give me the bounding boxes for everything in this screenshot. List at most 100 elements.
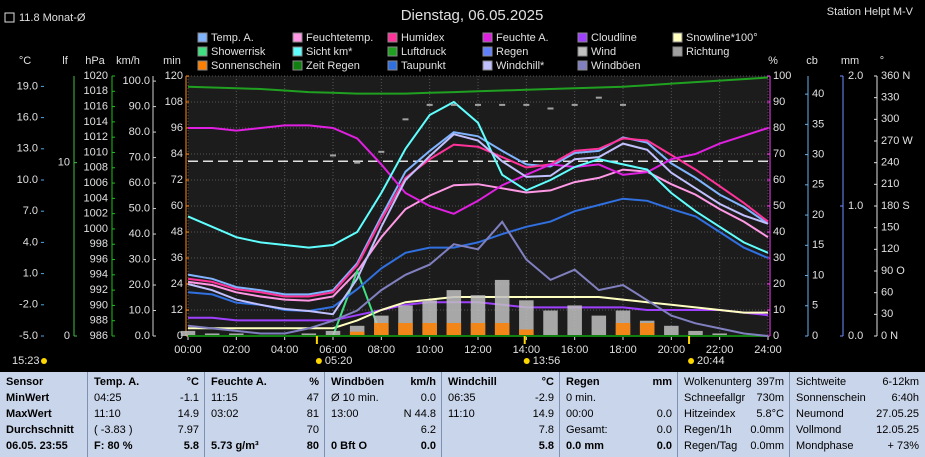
table-label: MaxWert bbox=[6, 408, 52, 420]
series-bar bbox=[301, 333, 317, 336]
chart: 11.8 Monat-Ø Dienstag, 06.05.2025 Statio… bbox=[4, 6, 914, 367]
legend-label: Humidex bbox=[401, 32, 445, 44]
y-tick-label: 0 bbox=[812, 330, 818, 342]
table-value: -1.1 bbox=[180, 392, 199, 404]
y-tick-label: 24 bbox=[171, 278, 183, 290]
series-dot bbox=[620, 103, 626, 106]
table-label: Neumond bbox=[796, 408, 844, 420]
series-bar bbox=[374, 323, 389, 336]
y-tick-label: 13.0 bbox=[17, 143, 38, 155]
series-bar bbox=[639, 323, 655, 336]
axis-unit: ° bbox=[880, 55, 884, 67]
table-value: 0.0 bbox=[656, 408, 672, 420]
x-tick-label: 18:00 bbox=[609, 344, 637, 356]
y-tick-label: 30 bbox=[812, 149, 824, 161]
y-tick-label: 1000 bbox=[84, 223, 108, 235]
table-value: 0.0 bbox=[420, 440, 436, 452]
table-value: 6.2 bbox=[420, 424, 436, 436]
y-tick-label: 90 bbox=[773, 96, 785, 108]
y-tick-label: 20 bbox=[812, 209, 824, 221]
table-label: Regen/1h bbox=[684, 424, 732, 436]
y-tick-label: 90 O bbox=[881, 265, 905, 277]
y-tick-label: -2.0 bbox=[19, 299, 38, 311]
y-tick-label: 1018 bbox=[84, 85, 108, 97]
series-bar bbox=[422, 323, 437, 336]
legend-label: Feuchte A. bbox=[496, 32, 549, 44]
axis-unit: °C bbox=[19, 55, 31, 67]
x-tick-label: 14:00 bbox=[513, 344, 541, 356]
legend-label: Windböen bbox=[591, 60, 641, 72]
y-tick-label: 19.0 bbox=[17, 80, 38, 92]
y-tick-label: 330 bbox=[881, 92, 899, 104]
table-value: 730m bbox=[756, 392, 784, 404]
table-value: 7.97 bbox=[177, 424, 199, 436]
series-dot bbox=[523, 103, 530, 106]
legend-label: Feuchtetemp. bbox=[306, 32, 373, 44]
y-tick-label: 992 bbox=[90, 284, 108, 296]
checkbox[interactable] bbox=[4, 12, 15, 23]
table-label: 11:10 bbox=[94, 408, 121, 420]
y-tick-label: 50 bbox=[773, 200, 785, 212]
series-dot bbox=[571, 103, 578, 106]
axis-unit: mm bbox=[841, 55, 859, 67]
series-bar bbox=[664, 325, 679, 336]
y-tick-label: 12 bbox=[171, 304, 183, 316]
legend-swatch bbox=[292, 32, 303, 43]
y-tick-label: 0 bbox=[177, 330, 183, 342]
table-value: N 44.8 bbox=[403, 408, 436, 420]
series-dot bbox=[595, 96, 602, 99]
y-tick-label: 5 bbox=[812, 300, 818, 312]
table-label: ( -3.83 ) bbox=[94, 424, 133, 436]
y-tick-label: 84 bbox=[171, 148, 183, 160]
legend-swatch bbox=[292, 60, 303, 71]
series-dot bbox=[475, 103, 481, 106]
y-tick-label: 25 bbox=[812, 179, 824, 191]
y-tick-label: 998 bbox=[90, 238, 108, 250]
axis-unit: min bbox=[163, 55, 181, 67]
table-value: 27.05.25 bbox=[876, 408, 919, 420]
series-bar bbox=[446, 323, 462, 336]
y-tick-label: 100 bbox=[773, 70, 791, 82]
legend-label: Showerrisk bbox=[211, 46, 266, 58]
legend-label: Taupunkt bbox=[401, 60, 446, 72]
y-tick-label: 4.0 bbox=[23, 236, 38, 248]
series-line bbox=[187, 133, 769, 316]
table-label: 0 min. bbox=[566, 392, 596, 404]
y-tick-label: 60 bbox=[773, 174, 785, 186]
y-tick-label: 7.0 bbox=[23, 205, 38, 217]
month-average-label: 11.8 Monat-Ø bbox=[19, 12, 86, 24]
table-value: 80 bbox=[306, 440, 319, 452]
series-bar bbox=[180, 330, 196, 336]
series-bar bbox=[349, 331, 365, 336]
y-tick-label: 990 bbox=[90, 299, 108, 311]
column-separator bbox=[789, 372, 790, 457]
column-separator bbox=[677, 372, 678, 457]
table-label: Feuchte A. bbox=[211, 376, 267, 388]
column-separator bbox=[87, 372, 88, 457]
legend-swatch bbox=[577, 60, 588, 71]
table-value: 14.9 bbox=[177, 408, 199, 420]
y-tick-label: 210 bbox=[881, 178, 899, 190]
table-value: 5.8 bbox=[538, 440, 554, 452]
table-label: F: 80 % bbox=[94, 440, 133, 452]
y-tick-label: 2.0 bbox=[848, 70, 863, 82]
table-label: Gesamt: bbox=[566, 424, 608, 436]
series-bar bbox=[591, 315, 607, 336]
legend-label: Sonnenschein bbox=[211, 60, 281, 72]
y-tick-label: 100.0 bbox=[122, 75, 150, 87]
y-tick-label: 96 bbox=[171, 122, 183, 134]
table-label: 06.05. 23:55 bbox=[6, 440, 68, 452]
y-tick-label: 60 bbox=[171, 200, 183, 212]
y-tick-label: 0.0 bbox=[135, 330, 150, 342]
table-label: MinWert bbox=[6, 392, 50, 404]
y-tick-label: 0 N bbox=[881, 330, 898, 342]
y-tick-label: 1.0 bbox=[23, 268, 38, 280]
series-dot bbox=[450, 103, 457, 106]
y-tick-label: 48 bbox=[171, 226, 183, 238]
column-separator bbox=[559, 372, 560, 457]
y-tick-label: 40.0 bbox=[129, 228, 150, 240]
y-tick-label: 90.0 bbox=[129, 100, 150, 112]
y-tick-label: 10 bbox=[58, 157, 70, 169]
legend-label: Windchill* bbox=[496, 60, 545, 72]
legend-label: Cloudline bbox=[591, 32, 637, 44]
